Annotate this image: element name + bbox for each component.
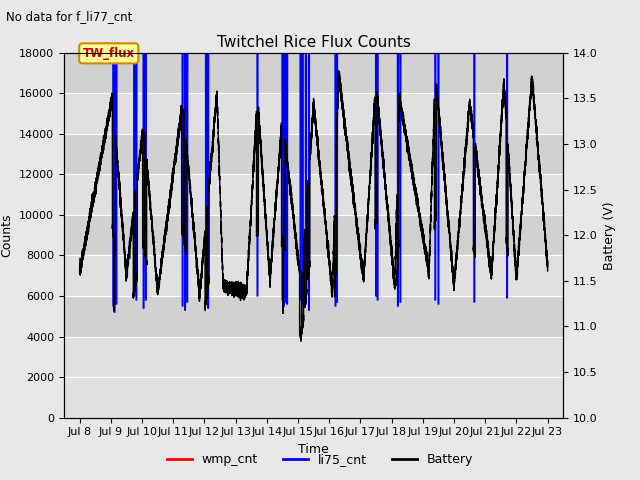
X-axis label: Time: Time xyxy=(298,443,329,456)
Bar xyxy=(64,296,563,336)
Bar xyxy=(64,215,563,255)
Legend: wmp_cnt, li75_cnt, Battery: wmp_cnt, li75_cnt, Battery xyxy=(162,448,478,471)
Title: Twitchel Rice Flux Counts: Twitchel Rice Flux Counts xyxy=(217,35,410,50)
Text: No data for f_li77_cnt: No data for f_li77_cnt xyxy=(6,10,132,23)
Bar xyxy=(64,53,563,93)
Y-axis label: Battery (V): Battery (V) xyxy=(604,201,616,269)
Text: TW_flux: TW_flux xyxy=(83,47,135,60)
Y-axis label: Counts: Counts xyxy=(1,214,13,257)
Bar xyxy=(64,134,563,174)
